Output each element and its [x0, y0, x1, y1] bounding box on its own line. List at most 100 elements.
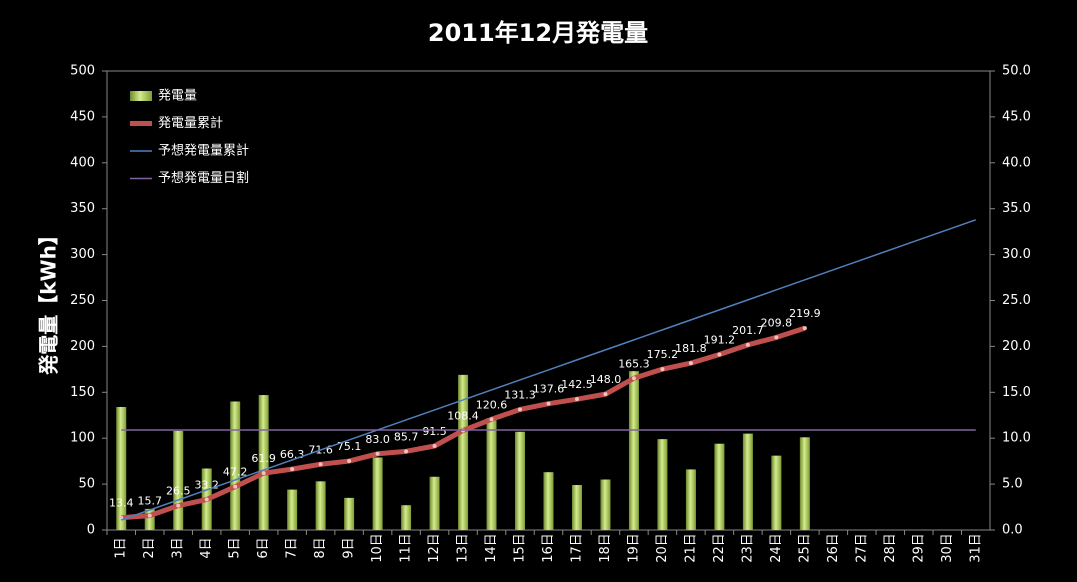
data-label: 26.5 [166, 485, 191, 498]
marker [261, 471, 266, 476]
x-tick-label: 20日 [655, 533, 670, 563]
y-tick-label: 0 [87, 523, 95, 538]
marker [233, 484, 238, 489]
y-tick-label: 500 [70, 64, 95, 79]
x-tick-label: 18日 [598, 533, 613, 563]
data-label: 47.2 [223, 466, 248, 479]
data-label: 85.7 [394, 430, 419, 443]
marker [774, 335, 779, 340]
x-tick-label: 11日 [399, 533, 414, 563]
x-tick-label: 24日 [769, 533, 784, 563]
y2-tick-label: 45.0 [1002, 109, 1031, 124]
marker [660, 367, 665, 372]
x-tick-label: 31日 [968, 533, 983, 563]
x-tick-label: 14日 [484, 533, 499, 563]
marker [745, 342, 750, 347]
marker [318, 462, 323, 467]
data-label: 61.9 [251, 452, 276, 465]
y2-tick-label: 10.0 [1002, 431, 1031, 446]
marker [518, 407, 523, 412]
marker [432, 444, 437, 449]
x-tick-label: 10日 [370, 533, 385, 563]
bar [144, 508, 155, 530]
x-tick-label: 25日 [797, 533, 812, 563]
marker [147, 513, 152, 518]
data-label: 120.6 [476, 398, 508, 411]
data-label: 131.3 [504, 388, 536, 401]
marker [688, 361, 693, 366]
bar [685, 469, 696, 530]
data-label: 209.8 [761, 316, 793, 329]
data-label: 201.7 [732, 324, 764, 337]
marker [204, 497, 209, 502]
x-tick-label: 27日 [854, 533, 869, 563]
bar [486, 418, 497, 530]
y-tick-label: 350 [70, 201, 95, 216]
data-label: 175.2 [647, 348, 679, 361]
x-tick-label: 6日 [256, 537, 271, 558]
bar [258, 395, 269, 530]
legend-label: 予想発電量累計 [158, 143, 249, 159]
data-label: 181.8 [675, 342, 707, 355]
bar [600, 479, 611, 530]
x-tick-label: 8日 [313, 537, 328, 558]
marker [347, 459, 352, 464]
bar [116, 406, 127, 530]
y2-tick-label: 0.0 [1002, 523, 1023, 538]
marker [404, 449, 409, 454]
bar [458, 374, 469, 530]
y-tick-label: 400 [70, 155, 95, 170]
y-axis-label: 発電量【kWh】 [37, 225, 61, 376]
x-tick-label: 28日 [883, 533, 898, 563]
marker [802, 326, 807, 331]
bar [543, 472, 554, 530]
y2-tick-label: 40.0 [1002, 155, 1031, 170]
y2-tick-label: 20.0 [1002, 339, 1031, 354]
bar [315, 481, 326, 530]
x-tick-label: 30日 [940, 533, 955, 563]
x-tick-label: 29日 [911, 533, 926, 563]
x-tick-label: 7日 [285, 537, 300, 558]
x-tick-label: 17日 [569, 533, 584, 563]
y2-tick-label: 25.0 [1002, 293, 1031, 308]
bar [173, 430, 184, 530]
bar [230, 401, 241, 530]
y-tick-label: 450 [70, 109, 95, 124]
data-label: 13.4 [109, 497, 134, 510]
marker [603, 392, 608, 397]
x-tick-label: 9日 [342, 537, 357, 558]
marker [290, 467, 295, 472]
x-tick-label: 26日 [826, 533, 841, 563]
x-tick-label: 21日 [683, 533, 698, 563]
legend-label: 予想発電量日割 [158, 170, 249, 186]
marker [176, 503, 181, 508]
bar [799, 437, 810, 530]
y-tick-label: 50 [78, 477, 95, 492]
bar [628, 371, 639, 530]
marker [119, 515, 124, 520]
line [120, 219, 977, 521]
x-tick-label: 4日 [199, 537, 214, 558]
x-tick-label: 23日 [740, 533, 755, 563]
data-label: 75.1 [337, 440, 362, 453]
legend-label: 発電量 [158, 89, 197, 104]
bar [429, 476, 440, 530]
data-label: 191.2 [704, 333, 736, 346]
data-label: 148.0 [590, 373, 622, 386]
data-label: 219.9 [789, 307, 821, 320]
bar [657, 439, 668, 530]
x-tick-label: 1日 [114, 537, 129, 558]
marker [631, 376, 636, 381]
y2-tick-label: 15.0 [1002, 385, 1031, 400]
y-tick-label: 200 [70, 339, 95, 354]
legend-swatch [130, 91, 152, 101]
x-tick-label: 13日 [456, 533, 471, 563]
x-tick-label: 2日 [142, 537, 157, 558]
data-label: 137.6 [533, 383, 565, 396]
marker [546, 401, 551, 406]
chart-title: 2011年12月発電量 [428, 19, 648, 47]
marker [717, 352, 722, 357]
bar [344, 497, 355, 530]
bar [771, 455, 782, 530]
